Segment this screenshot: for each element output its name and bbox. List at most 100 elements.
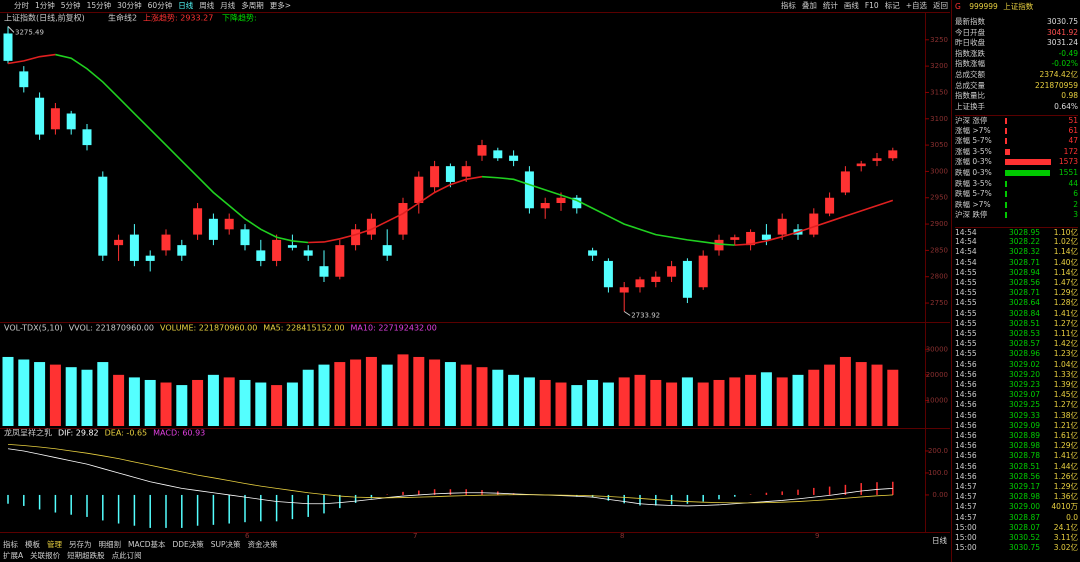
breadth-count: 6 bbox=[1073, 189, 1078, 199]
link[interactable]: 点此订阅 bbox=[111, 551, 142, 560]
candle-body bbox=[35, 97, 45, 135]
volume-bar bbox=[144, 379, 156, 426]
period-tab[interactable]: 分时 bbox=[14, 1, 29, 10]
panel-header: DEA: -0.65 bbox=[105, 429, 147, 438]
indicator-tab[interactable]: MACD基本 bbox=[128, 540, 166, 549]
volume-bar bbox=[413, 356, 425, 426]
tool-button[interactable]: 叠加 bbox=[801, 1, 817, 10]
tick-volume: 1.61亿 bbox=[1053, 431, 1078, 440]
candle-body bbox=[382, 245, 392, 256]
candle-body bbox=[114, 239, 124, 246]
indicator-tab[interactable]: DDE决策 bbox=[172, 540, 204, 549]
link[interactable]: 关联报价 bbox=[30, 551, 61, 560]
period-tab[interactable]: 30分钟 bbox=[117, 1, 142, 10]
tick-price: 3028.98 bbox=[1008, 492, 1040, 502]
tool-button[interactable]: 指标 bbox=[780, 1, 796, 10]
tick-row: 15:00 3030.52 3.11亿 bbox=[955, 533, 1078, 543]
volume-bar bbox=[508, 374, 520, 426]
indicator-tab[interactable]: 另存为 bbox=[69, 540, 92, 549]
period-tab[interactable]: 更多> bbox=[269, 1, 291, 10]
candle-body bbox=[272, 239, 282, 261]
breadth-count: 47 bbox=[1068, 136, 1078, 146]
y-tick-label: 30000 bbox=[926, 345, 948, 353]
period-tab[interactable]: 日线 bbox=[932, 536, 947, 545]
indicator-tab[interactable]: SUP决策 bbox=[210, 540, 241, 549]
indicator-tab[interactable]: 管理 bbox=[47, 540, 62, 549]
volume-bar bbox=[350, 359, 362, 426]
volume-bar bbox=[871, 364, 883, 426]
tick-volume: 1.02亿 bbox=[1053, 237, 1078, 247]
period-tab[interactable]: 日线 bbox=[178, 1, 194, 10]
y-tick-label: 2750 bbox=[930, 299, 948, 307]
period-tab[interactable]: 60分钟 bbox=[147, 1, 173, 10]
tick-volume: 1.41亿 bbox=[1053, 451, 1078, 461]
breadth-bar bbox=[1005, 118, 1007, 124]
candle-body bbox=[303, 250, 313, 256]
tick-price: 3028.07 bbox=[1008, 522, 1040, 532]
tool-button[interactable]: 返回 bbox=[933, 1, 948, 10]
indicator-tab[interactable]: 模板 bbox=[25, 540, 40, 549]
candle-body bbox=[461, 166, 471, 177]
candle-body bbox=[840, 171, 850, 193]
breadth-bar bbox=[1005, 159, 1051, 166]
y-tick-label: 200.0 bbox=[928, 447, 948, 455]
tool-button[interactable]: 统计 bbox=[822, 1, 838, 10]
tool-button[interactable]: +自选 bbox=[905, 1, 927, 10]
tool-button[interactable]: F10 bbox=[864, 1, 879, 10]
breadth-bar bbox=[1005, 148, 1011, 155]
tick-price: 3028.84 bbox=[1008, 308, 1040, 318]
period-tab[interactable]: 5分钟 bbox=[60, 1, 81, 10]
period-tab[interactable]: 多周期 bbox=[241, 1, 264, 10]
x-tick-label: 7 bbox=[413, 532, 417, 540]
indicator-tab[interactable]: 指标 bbox=[3, 540, 18, 549]
link[interactable]: 扩展A bbox=[3, 551, 24, 560]
tick-price: 3029.25 bbox=[1008, 400, 1040, 410]
volume-bar bbox=[666, 382, 678, 426]
breadth-label: 跌幅 5-7% bbox=[955, 189, 992, 199]
chart-title: 上证指数(日线,前复权) bbox=[4, 13, 85, 23]
tool-button[interactable]: 画线 bbox=[843, 1, 859, 10]
chart-area: 上证指数(日线,前复权) 生命线2 上涨趋势: 2933.27 下降趋势: 32… bbox=[0, 12, 950, 540]
tick-row: 14:54 3028.22 1.02亿 bbox=[955, 237, 1078, 247]
tick-price: 3028.96 bbox=[1008, 349, 1040, 359]
candle-body bbox=[208, 218, 218, 240]
indicator-tab[interactable]: 明细割 bbox=[98, 540, 122, 549]
candle-body bbox=[746, 231, 756, 246]
tick-row: 14:56 3029.25 1.27亿 bbox=[955, 400, 1078, 410]
breadth-count: 61 bbox=[1068, 125, 1078, 135]
period-tab[interactable]: 周线 bbox=[199, 1, 215, 10]
indicator-tab[interactable]: 资金决策 bbox=[247, 540, 278, 549]
period-tab[interactable]: 1分钟 bbox=[35, 1, 55, 10]
field-value: 3031.24 bbox=[1046, 38, 1078, 48]
candle-body bbox=[145, 255, 155, 261]
volume-bar bbox=[681, 377, 693, 426]
period-tab[interactable]: 月线 bbox=[220, 1, 236, 10]
candle-body bbox=[635, 279, 645, 288]
tick-row: 14:55 3028.53 1.11亿 bbox=[955, 329, 1078, 339]
volume-bar bbox=[18, 359, 30, 426]
tick-time: 14:56 bbox=[955, 461, 977, 471]
tick-price: 3029.09 bbox=[1008, 420, 1040, 430]
tick-volume: 1.40亿 bbox=[1053, 257, 1078, 267]
tick-volume: 1.26亿 bbox=[1053, 471, 1078, 481]
tick-volume: 4010万 bbox=[1051, 502, 1078, 512]
field-value: 2374.42亿 bbox=[1039, 70, 1078, 79]
tool-button[interactable]: 标记 bbox=[884, 1, 900, 10]
tick-time: 14:56 bbox=[955, 400, 977, 410]
link[interactable]: 短期超跌股 bbox=[67, 551, 105, 560]
toolbar: 分时 1分钟 5分钟 15分钟 30分钟 60分钟 日线 周线 月线 多周期 更多> 指标 叠加 统计 画线… bbox=[0, 0, 948, 11]
ma-line bbox=[308, 175, 483, 244]
breadth-label: 跌幅 0-3% bbox=[955, 168, 992, 177]
y-tick-label: 3150 bbox=[930, 88, 948, 96]
candle-body bbox=[430, 166, 440, 188]
period-tab[interactable]: 15分钟 bbox=[86, 1, 112, 10]
candle-body bbox=[98, 176, 108, 256]
volume-bar bbox=[429, 359, 441, 426]
breadth-row: 跌幅 0-3% 1551 bbox=[955, 168, 1078, 178]
tick-row: 14:56 3028.89 1.61亿 bbox=[955, 431, 1078, 441]
tick-volume: 1.21亿 bbox=[1053, 420, 1078, 430]
up-trend: 上涨趋势: 2933.27 bbox=[143, 13, 213, 23]
volume-bar bbox=[97, 362, 109, 426]
volume-bar bbox=[286, 382, 298, 426]
tick-row: 14:56 3029.09 1.21亿 bbox=[955, 421, 1078, 431]
